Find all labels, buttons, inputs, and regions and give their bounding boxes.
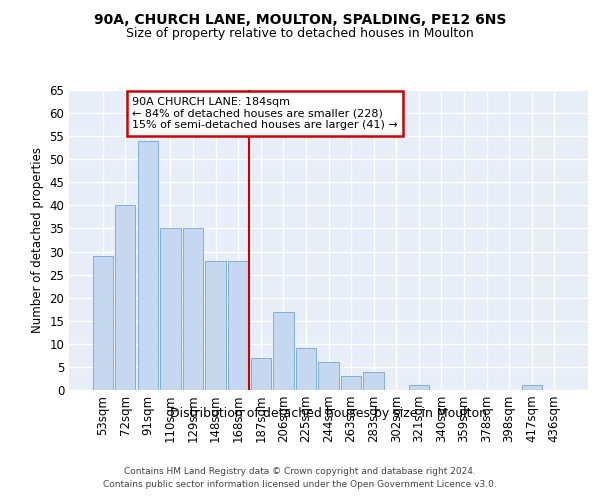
Bar: [228, 261, 248, 390]
Bar: [160, 228, 181, 390]
Text: 90A, CHURCH LANE, MOULTON, SPALDING, PE12 6NS: 90A, CHURCH LANE, MOULTON, SPALDING, PE1…: [94, 12, 506, 26]
Bar: [92, 256, 113, 390]
Text: Contains public sector information licensed under the Open Government Licence v3: Contains public sector information licen…: [103, 480, 497, 489]
Text: Size of property relative to detached houses in Moulton: Size of property relative to detached ho…: [126, 28, 474, 40]
Bar: [521, 386, 542, 390]
Bar: [319, 362, 338, 390]
Bar: [251, 358, 271, 390]
Bar: [296, 348, 316, 390]
Text: 90A CHURCH LANE: 184sqm
← 84% of detached houses are smaller (228)
15% of semi-d: 90A CHURCH LANE: 184sqm ← 84% of detache…: [132, 97, 398, 130]
Text: Contains HM Land Registry data © Crown copyright and database right 2024.: Contains HM Land Registry data © Crown c…: [124, 468, 476, 476]
Bar: [341, 376, 361, 390]
Bar: [138, 141, 158, 390]
Bar: [409, 386, 429, 390]
Text: Distribution of detached houses by size in Moulton: Distribution of detached houses by size …: [170, 408, 487, 420]
Bar: [273, 312, 293, 390]
Y-axis label: Number of detached properties: Number of detached properties: [31, 147, 44, 333]
Bar: [115, 206, 136, 390]
Bar: [183, 228, 203, 390]
Bar: [205, 261, 226, 390]
Bar: [364, 372, 384, 390]
